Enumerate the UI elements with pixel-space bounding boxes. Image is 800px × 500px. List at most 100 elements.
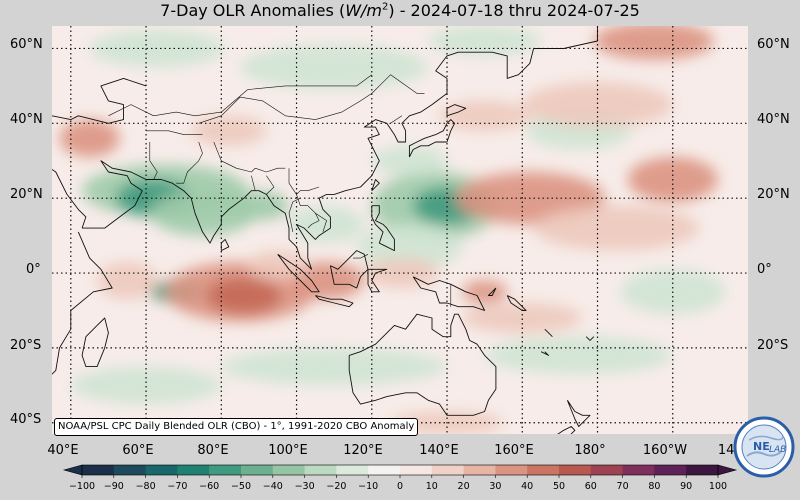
coastline-10 — [315, 295, 354, 308]
coastline-3 — [52, 77, 147, 124]
lat-label-right-40n: 40°N — [757, 112, 790, 127]
colorbar-swatch-15 — [559, 465, 592, 475]
colorbar-tick-label-9: −10 — [358, 481, 378, 492]
anomaly-patch-16 — [484, 336, 673, 375]
colorbar-tick-label-13: 30 — [489, 481, 501, 492]
coastline-2 — [82, 26, 598, 270]
colorbar-swatch-6 — [272, 465, 306, 475]
lon-label-80e: 80°E — [197, 443, 229, 458]
border-9 — [315, 212, 327, 232]
lat-label-right-20s: 20°S — [757, 338, 789, 353]
border-10 — [198, 74, 425, 124]
colorbar-swatch-4 — [209, 465, 242, 475]
lon-label-140e: 140°E — [419, 443, 459, 458]
coastline-15 — [557, 426, 576, 434]
anomaly-patch-32 — [462, 280, 508, 303]
anomaly-patch-2 — [149, 190, 256, 236]
anomaly-patch-20 — [289, 261, 365, 300]
colorbar-swatch-1 — [113, 465, 147, 475]
coastline-13 — [348, 313, 497, 416]
anomaly-patch-14 — [221, 347, 448, 386]
colorbar-swatch-17 — [622, 465, 655, 475]
colorbar-swatch-5 — [241, 465, 274, 475]
anomaly-patch-25 — [522, 82, 673, 128]
colorbar-swatch-7 — [304, 465, 337, 475]
border-0 — [149, 142, 158, 180]
svg-text:LAB: LAB — [769, 445, 786, 455]
colorbar-tick-label-4: −60 — [199, 481, 219, 492]
lon-label-40e: 40°E — [47, 443, 79, 458]
colorbar-swatch-9 — [368, 465, 401, 475]
colorbar-tick-label-11: 10 — [426, 481, 438, 492]
colorbar-tick-label-19: 90 — [680, 481, 692, 492]
border-3 — [213, 141, 286, 173]
lon-label-180: 180° — [574, 443, 606, 458]
coastline-4 — [408, 119, 456, 158]
coastline-18 — [487, 287, 497, 296]
coastline-22 — [540, 351, 550, 356]
noaa-psl-lab-logo: NE LAB — [733, 416, 795, 478]
colorbar-swatch-18 — [654, 465, 687, 475]
anomaly-patch-10 — [240, 44, 429, 90]
lat-label-left-eq: 0° — [26, 262, 41, 277]
border-13 — [390, 115, 403, 124]
coastline-1 — [52, 168, 87, 229]
colorbar-swatch-16 — [590, 465, 624, 475]
anomaly-patch-9 — [89, 29, 226, 68]
border-1 — [146, 130, 203, 135]
colorbar-tick-label-5: −50 — [231, 481, 251, 492]
coastline-5 — [446, 104, 467, 117]
coastline-7 — [371, 205, 395, 252]
colorbar-swatch-8 — [336, 465, 369, 475]
anomaly-patch-4 — [289, 205, 365, 244]
colorbar-swatch-10 — [400, 465, 433, 475]
colorbar-tick-label-8: −20 — [326, 481, 346, 492]
lat-label-right-20n: 20°N — [757, 187, 790, 202]
lon-label-160e: 160°E — [494, 443, 534, 458]
lon-label-100e: 100°E — [268, 443, 308, 458]
anomaly-patch-3 — [228, 190, 290, 221]
colorbar-tick-label-18: 80 — [648, 481, 660, 492]
colorbar-swatch-2 — [145, 465, 178, 475]
border-8 — [288, 197, 301, 232]
colorbar-tick-label-17: 70 — [617, 481, 629, 492]
colorbar-extend-min — [62, 464, 83, 476]
anomaly-patch-29 — [191, 115, 267, 146]
coastline-9 — [277, 253, 320, 293]
colorbar-swatch-3 — [177, 465, 210, 475]
anomaly-patch-11 — [428, 26, 542, 56]
lat-label-left-20s: 20°S — [10, 338, 42, 353]
border-5 — [266, 175, 275, 195]
border-2 — [176, 141, 203, 184]
anomaly-patch-13 — [371, 145, 448, 176]
border-14 — [353, 254, 369, 259]
coastline-14 — [566, 400, 591, 427]
border-6 — [288, 168, 320, 195]
colorbar-tick-label-3: −70 — [167, 481, 187, 492]
colorbar-tick-label-15: 50 — [553, 481, 565, 492]
colorbar-tick-label-14: 40 — [521, 481, 533, 492]
coastline-16 — [81, 317, 109, 368]
anomaly-field — [59, 26, 726, 434]
anomaly-patch-31 — [462, 302, 583, 333]
colorbar-swatch-14 — [527, 465, 560, 475]
colorbar-tick-label-20: 100 — [709, 481, 727, 492]
coastline-6 — [371, 179, 380, 192]
lat-label-right-eq: 0° — [757, 262, 772, 277]
lon-label-120e: 120°E — [343, 443, 383, 458]
anomaly-patch-28 — [59, 119, 120, 158]
anomaly-patch-7 — [356, 224, 463, 270]
colorbar-tick-label-7: −30 — [295, 481, 315, 492]
colorbar-swatch-0 — [82, 465, 115, 475]
colorbar-tick-label-12: 20 — [458, 481, 470, 492]
lat-label-left-40n: 40°N — [10, 112, 43, 127]
lat-label-left-60n: 60°N — [10, 37, 43, 52]
anomaly-patch-15 — [70, 366, 222, 405]
colorbar-tick-label-16: 60 — [585, 481, 597, 492]
colorbar-tick-label-6: −40 — [263, 481, 283, 492]
lat-label-right-60n: 60°N — [757, 37, 790, 52]
coastline-21 — [585, 336, 595, 341]
coastline-11 — [367, 268, 388, 293]
data-source-note: NOAA/PSL CPC Daily Blended OLR (CBO) - 1… — [54, 418, 419, 436]
anomaly-patch-19 — [206, 276, 282, 315]
